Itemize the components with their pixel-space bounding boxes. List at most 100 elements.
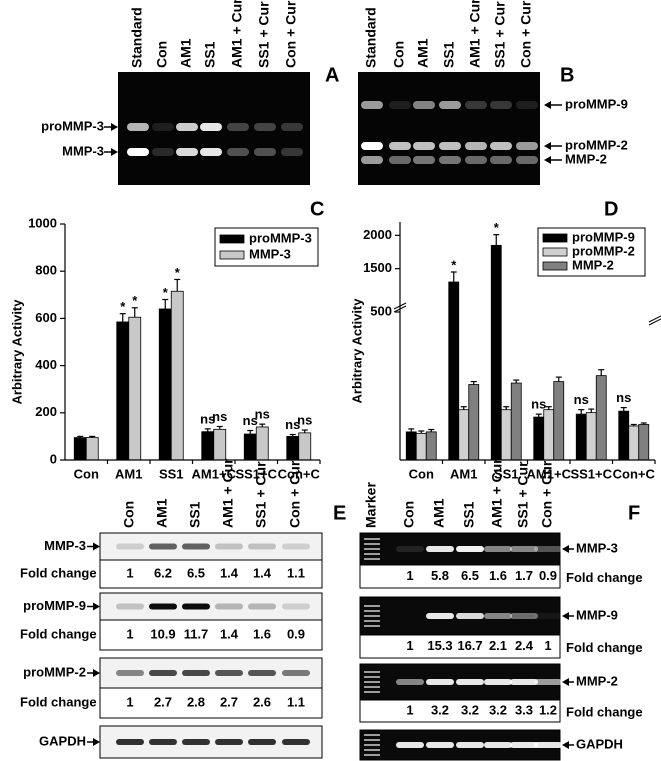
- blot-band: [282, 739, 310, 745]
- arrow-head: [544, 142, 551, 150]
- significance-label: *: [451, 257, 457, 272]
- y-axis-label: Arbitrary Activity: [349, 298, 364, 404]
- bar: [116, 321, 130, 461]
- blot-band: [534, 546, 562, 552]
- gel-band: [361, 156, 383, 164]
- fold-row: [99, 559, 323, 589]
- gel-band: [127, 148, 149, 156]
- row-label: GAPDH: [576, 736, 623, 751]
- significance-label: ns: [531, 397, 546, 412]
- fold-value: 1: [406, 568, 413, 583]
- bar: [128, 316, 142, 461]
- significance-label: ns: [200, 411, 215, 426]
- gel-band: [361, 101, 383, 109]
- ladder-band: [364, 749, 380, 751]
- blot-band: [182, 543, 210, 550]
- blot-band: [426, 546, 454, 552]
- fold-row: [99, 619, 323, 651]
- y-tick-label: 200: [35, 404, 57, 419]
- bar: [595, 375, 607, 461]
- ladder-band: [364, 610, 380, 612]
- bar: [298, 432, 312, 461]
- legend-swatch: [542, 247, 568, 257]
- gel-band: [254, 148, 276, 156]
- lane-label: Con + Cur: [518, 0, 534, 68]
- y-tick-label: 0: [50, 451, 57, 466]
- fold-value: 11.7: [184, 626, 209, 641]
- bar: [255, 426, 269, 461]
- bar: [638, 424, 650, 461]
- gel-band: [490, 156, 512, 164]
- row-label: MMP-9: [576, 607, 618, 622]
- bar: [425, 431, 437, 461]
- bar: [543, 409, 555, 461]
- fold-value: 16.7: [457, 638, 482, 653]
- band-label: MMP-3: [62, 143, 104, 158]
- blot-band: [456, 613, 484, 619]
- y-axis-label: Arbitrary Activity: [9, 299, 24, 405]
- x-tick-label: Con: [74, 466, 99, 481]
- row-label: GAPDH: [39, 733, 86, 748]
- fold-value: 6.5: [187, 565, 205, 580]
- lane-label: Con: [121, 501, 137, 528]
- lane-label: AM1: [431, 498, 447, 528]
- blot-band: [282, 543, 310, 550]
- gel-band: [254, 123, 276, 131]
- band-label: proMMP-9: [565, 96, 628, 111]
- fold-value: 3.3: [515, 702, 533, 717]
- panel-label: E: [333, 502, 346, 524]
- bar: [158, 308, 172, 461]
- fold-value: 1.4: [220, 565, 239, 580]
- blot-band: [149, 739, 177, 745]
- legend-swatch: [542, 233, 568, 243]
- gel-band: [516, 142, 538, 150]
- x-tick-label: AM1: [115, 466, 142, 481]
- lane-label: Con + Cur: [539, 460, 555, 528]
- bar: [468, 384, 480, 461]
- blot-band: [182, 739, 210, 745]
- gel-band: [413, 101, 435, 109]
- significance-label: *: [175, 265, 181, 280]
- gel-band: [439, 142, 461, 150]
- y-tick-label: 600: [35, 310, 57, 325]
- blot-band: [149, 603, 177, 610]
- fold-label: Fold change: [20, 626, 97, 641]
- gel-band: [465, 101, 487, 109]
- fold-value: 1.6: [489, 568, 507, 583]
- gel-band: [389, 101, 411, 109]
- panel-label: C: [310, 198, 324, 220]
- gel-band: [465, 142, 487, 150]
- significance-label: ns: [243, 413, 258, 428]
- bar: [585, 412, 597, 461]
- x-tick-label: AM1: [450, 466, 477, 481]
- fold-value: 1.4: [220, 626, 239, 641]
- arrow-head: [544, 101, 551, 109]
- ladder-band: [364, 734, 380, 736]
- significance-label: ns: [212, 409, 227, 424]
- arrow-head: [93, 542, 100, 551]
- blot-band: [484, 679, 512, 685]
- row-label: MMP-3: [576, 540, 618, 555]
- fold-value: 1: [126, 694, 133, 709]
- ladder-band: [364, 538, 380, 540]
- x-tick-label: Con+C: [613, 466, 656, 481]
- blot-band: [534, 613, 562, 619]
- y-tick-label: 1500: [363, 260, 392, 275]
- fold-row: [359, 699, 561, 723]
- band-label: MMP-2: [565, 151, 607, 166]
- bar: [553, 381, 565, 461]
- blot-band: [182, 670, 210, 676]
- x-tick-label: AM1+C: [192, 466, 237, 481]
- y-tick-label: 1000: [28, 215, 57, 230]
- legend-box: [214, 227, 319, 267]
- fold-value: 6.2: [154, 565, 172, 580]
- bar: [73, 437, 87, 461]
- y-tick-label: 800: [35, 263, 57, 278]
- lane-label: SS1 + Cur: [515, 461, 531, 528]
- row-label: proMMP-9: [23, 598, 86, 613]
- fold-value: 1: [126, 565, 133, 580]
- lane-label: SS1: [202, 41, 218, 68]
- gel-band: [490, 142, 512, 150]
- blot-band: [534, 679, 562, 685]
